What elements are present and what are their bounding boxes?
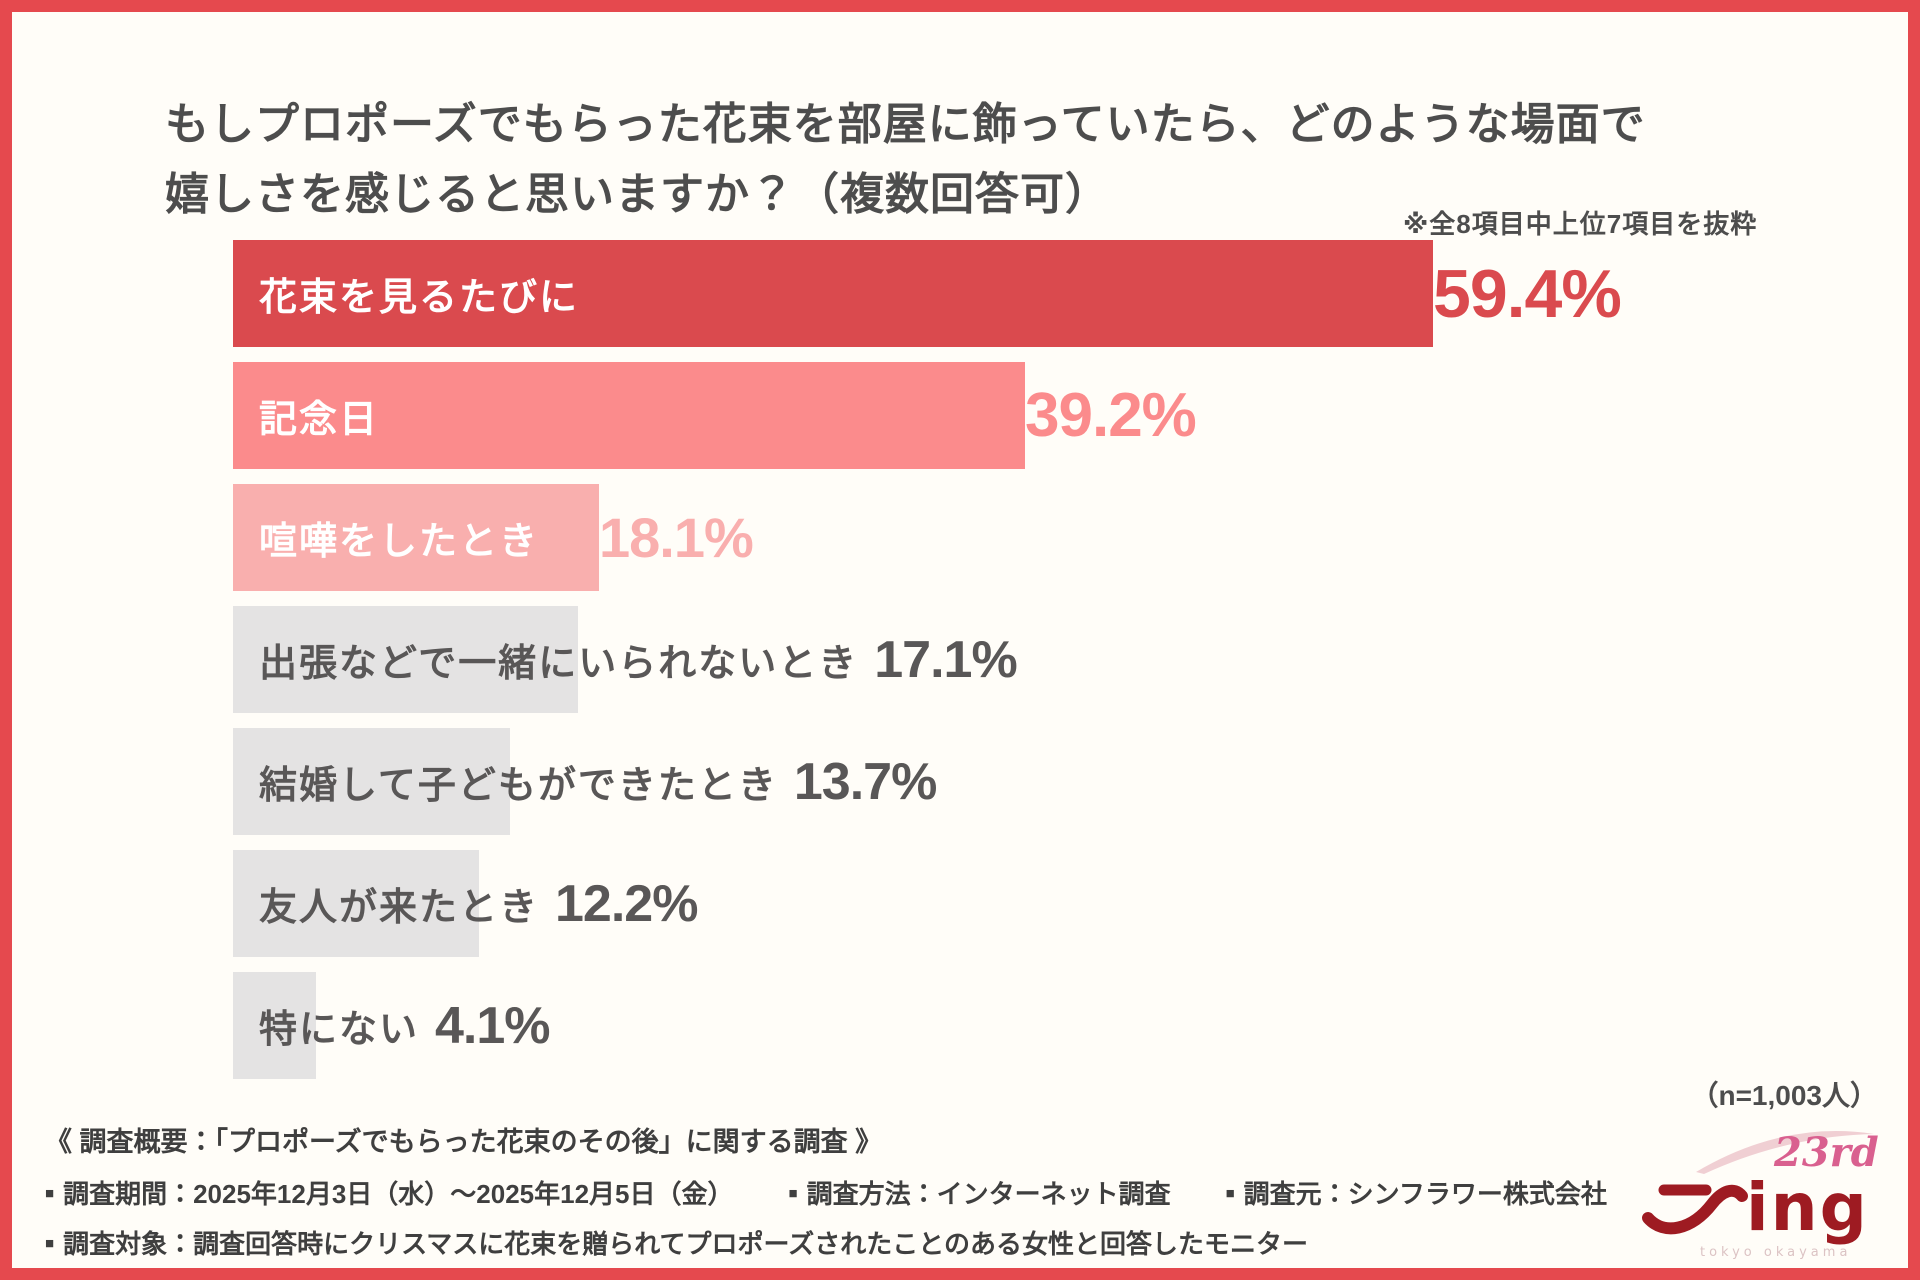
survey-period: ■ 調査期間：2025年12月3日（水）～2025年12月5日（金） [45, 1174, 734, 1211]
bar-value: 39.2% [1025, 381, 1197, 450]
bar [233, 240, 1433, 347]
sample-size-label: （n=1,003人） [1690, 1080, 1878, 1111]
logo-swoosh-icon [1642, 1184, 1748, 1235]
bar-value: 12.2% [555, 874, 698, 933]
bar-value: 13.7% [793, 752, 937, 811]
bar [233, 972, 316, 1079]
bar-row: 特にない 4.1% [233, 972, 1908, 1079]
bar-value: 59.4% [1433, 255, 1622, 332]
bar [233, 850, 479, 957]
bar-value: 17.1% [874, 630, 1017, 689]
survey-source: ■ 調査元：シンフラワー株式会社 [1226, 1174, 1607, 1211]
bar-chart: 花束を見るたびに 59.4% 記念日 39.2% 喧嘩をしたとき 18.1% 出… [233, 240, 1908, 1094]
survey-info: 《 調査概要：「プロポーズでもらった花束のその後」に関する調査 》 ■ 調査期間：… [45, 1120, 1607, 1280]
logo-year-badge: 23rd [1773, 1129, 1879, 1176]
bar-label: 友人が来たとき [259, 887, 540, 929]
bar-label: 出張などで一緒にいられないとき [259, 643, 859, 685]
bar-value: 18.1% [599, 506, 754, 569]
bar [233, 484, 599, 591]
title-line-2: 嬉しさを感じると思いますか？（複数回答可） [165, 170, 1110, 219]
survey-method: ■ 調査方法：インターネット調査 [789, 1174, 1171, 1211]
survey-source-text: 調査元：シンフラワー株式会社 [1243, 1179, 1607, 1209]
bar [233, 362, 1025, 469]
bar-row: 喧嘩をしたとき 18.1% [233, 484, 1908, 591]
survey-period-text: 調査期間：2025年12月3日（水）～2025年12月5日（金） [63, 1179, 734, 1209]
logo-subtext: tokyo okayama [1700, 1245, 1851, 1260]
survey-detail-line: ■調査人数：1,003人 ■モニター提供元：PRIZMAリサーチ [45, 1274, 1607, 1280]
survey-question-title: もしプロポーズでもらった花束を部屋に飾っていたら、どのような場面で 嬉しさを感じ… [165, 90, 1646, 230]
bar [233, 606, 578, 713]
bar-row: 出張などで一緒にいられないとき 17.1% [233, 606, 1908, 713]
bar-label: 結婚して子どもができたとき [259, 765, 778, 807]
bar-label: 花束を見るたびに [259, 277, 580, 319]
square-bullet-icon: ■ [788, 1185, 798, 1202]
logo-wordmark: ing [1746, 1169, 1869, 1246]
square-bullet-icon: ■ [45, 1235, 55, 1252]
title-line-1: もしプロポーズでもらった花束を部屋に飾っていたら、どのような場面で [165, 100, 1646, 149]
survey-overview: 《 調査概要：「プロポーズでもらった花束のその後」に関する調査 》 [45, 1127, 883, 1157]
survey-detail-line: ■ 調査期間：2025年12月3日（水）～2025年12月5日（金） ■ 調査方法：… [45, 1174, 1607, 1211]
survey-monitor: ■モニター提供元：PRIZMAリサーチ [339, 1274, 769, 1280]
survey-detail-line: ■ 調査対象：調査回答時にクリスマスに花束を贈られてプロポーズされたことのある女性… [45, 1224, 1607, 1261]
bar-row: 結婚して子どもができたとき 13.7% [233, 728, 1908, 835]
survey-method-text: 調査方法：インターネット調査 [806, 1179, 1171, 1209]
bar [233, 728, 510, 835]
bar-row: 友人が来たとき 12.2% [233, 850, 1908, 957]
survey-monitor-text: モニター提供元：PRIZMAリサーチ [357, 1274, 769, 1280]
excerpt-note: ※全8項目中上位7項目を抜粋 [1403, 209, 1758, 239]
square-bullet-icon: ■ [1225, 1185, 1235, 1202]
bar-value: 4.1% [435, 996, 551, 1055]
bar-label: 記念日 [259, 399, 380, 441]
survey-target: ■ 調査対象：調査回答時にクリスマスに花束を贈られてプロポーズされたことのある女性… [45, 1224, 1308, 1261]
bar-row: 花束を見るたびに 59.4% [233, 240, 1908, 347]
bar-label: 特にない [259, 1009, 420, 1051]
survey-count: ■調査人数：1,003人 [45, 1274, 284, 1280]
square-bullet-icon: ■ [45, 1185, 55, 1202]
bar-label: 喧嘩をしたとき [259, 521, 540, 563]
bar-row: 記念日 39.2% [233, 362, 1908, 469]
survey-target-text: 調査対象：調査回答時にクリスマスに花束を贈られてプロポーズされたことのある女性と… [63, 1229, 1308, 1259]
company-logo: 23rd ing tokyo okayama [1642, 1129, 1879, 1260]
survey-count-text: 調査人数：1,003人 [63, 1274, 284, 1280]
logo-upper-swoosh [1696, 1131, 1874, 1174]
